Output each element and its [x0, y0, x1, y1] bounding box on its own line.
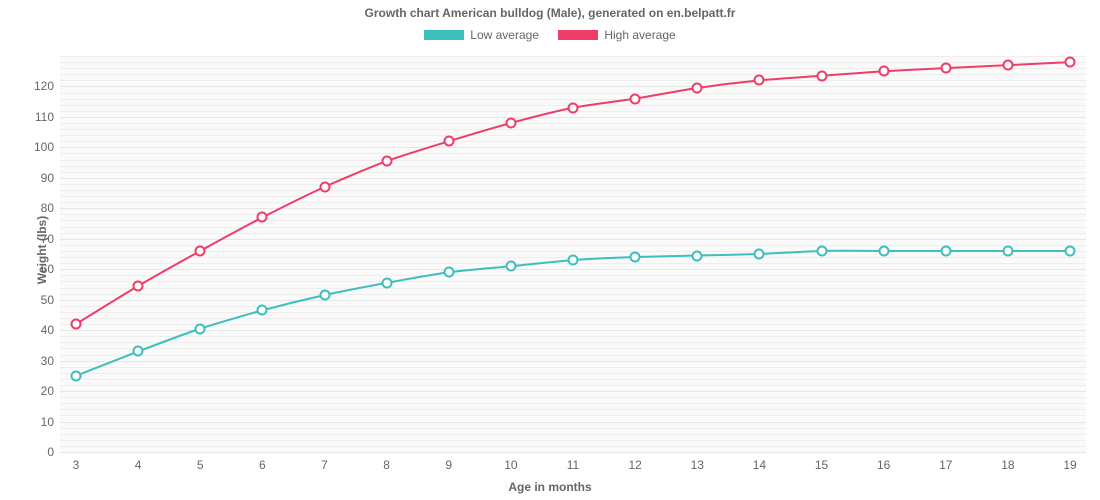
- data-point: [940, 245, 951, 256]
- data-point: [630, 252, 641, 263]
- x-tick-label: 7: [321, 458, 328, 472]
- data-point: [568, 102, 579, 113]
- y-tick-label: 40: [41, 323, 54, 337]
- y-tick-label: 90: [41, 171, 54, 185]
- growth-chart: Growth chart American bulldog (Male), ge…: [0, 0, 1100, 500]
- data-point: [133, 280, 144, 291]
- data-point: [630, 93, 641, 104]
- data-point: [878, 245, 889, 256]
- data-point: [754, 249, 765, 260]
- y-tick-label: 10: [41, 415, 54, 429]
- y-tick-label: 0: [47, 445, 54, 459]
- x-tick-label: 9: [445, 458, 452, 472]
- y-tick-label: 100: [34, 140, 54, 154]
- x-tick-label: 15: [815, 458, 828, 472]
- data-point: [505, 261, 516, 272]
- data-point: [381, 277, 392, 288]
- x-tick-label: 19: [1063, 458, 1076, 472]
- y-tick-label: 60: [41, 262, 54, 276]
- data-point: [443, 267, 454, 278]
- y-tick-label: 50: [41, 293, 54, 307]
- data-point: [257, 212, 268, 223]
- data-point: [568, 255, 579, 266]
- data-point: [754, 75, 765, 86]
- x-tick-label: 16: [877, 458, 890, 472]
- data-point: [816, 70, 827, 81]
- x-tick-label: 8: [383, 458, 390, 472]
- y-tick-label: 110: [35, 110, 54, 124]
- data-point: [692, 82, 703, 93]
- x-tick-label: 12: [628, 458, 641, 472]
- data-point: [195, 245, 206, 256]
- x-tick-label: 5: [197, 458, 204, 472]
- x-tick-label: 13: [691, 458, 704, 472]
- data-point: [133, 346, 144, 357]
- grid-line-major: [60, 452, 1086, 453]
- x-axis-title: Age in months: [0, 480, 1100, 494]
- data-point: [878, 66, 889, 77]
- x-tick-label: 3: [73, 458, 80, 472]
- data-point: [1002, 245, 1013, 256]
- y-tick-label: 120: [34, 79, 54, 93]
- legend-item-high: High average: [558, 28, 675, 42]
- chart-legend: Low average High average: [0, 28, 1100, 43]
- data-point: [381, 156, 392, 167]
- legend-item-low: Low average: [424, 28, 539, 42]
- plot-area: 0102030405060708090100110120345678910111…: [60, 56, 1086, 452]
- data-point: [1065, 245, 1076, 256]
- legend-swatch-high: [558, 30, 598, 40]
- x-tick-label: 4: [135, 458, 142, 472]
- series-line-0: [76, 251, 1070, 376]
- data-point: [195, 323, 206, 334]
- y-tick-label: 30: [41, 354, 54, 368]
- data-point: [692, 250, 703, 261]
- x-tick-label: 14: [753, 458, 766, 472]
- data-point: [319, 181, 330, 192]
- chart-title: Growth chart American bulldog (Male), ge…: [0, 0, 1100, 20]
- x-tick-label: 11: [567, 458, 579, 472]
- x-tick-label: 10: [504, 458, 517, 472]
- data-point: [257, 305, 268, 316]
- data-point: [71, 370, 82, 381]
- x-tick-label: 17: [939, 458, 952, 472]
- data-point: [1002, 60, 1013, 71]
- data-point: [71, 319, 82, 330]
- data-point: [505, 118, 516, 129]
- x-tick-label: 6: [259, 458, 266, 472]
- legend-swatch-low: [424, 30, 464, 40]
- y-tick-label: 20: [41, 384, 54, 398]
- y-tick-label: 70: [41, 232, 54, 246]
- data-point: [443, 136, 454, 147]
- data-point: [319, 290, 330, 301]
- legend-label-low: Low average: [470, 28, 539, 42]
- legend-label-high: High average: [604, 28, 675, 42]
- data-point: [1065, 57, 1076, 68]
- data-point: [940, 63, 951, 74]
- data-point: [816, 245, 827, 256]
- x-tick-label: 18: [1001, 458, 1014, 472]
- y-tick-label: 80: [41, 201, 54, 215]
